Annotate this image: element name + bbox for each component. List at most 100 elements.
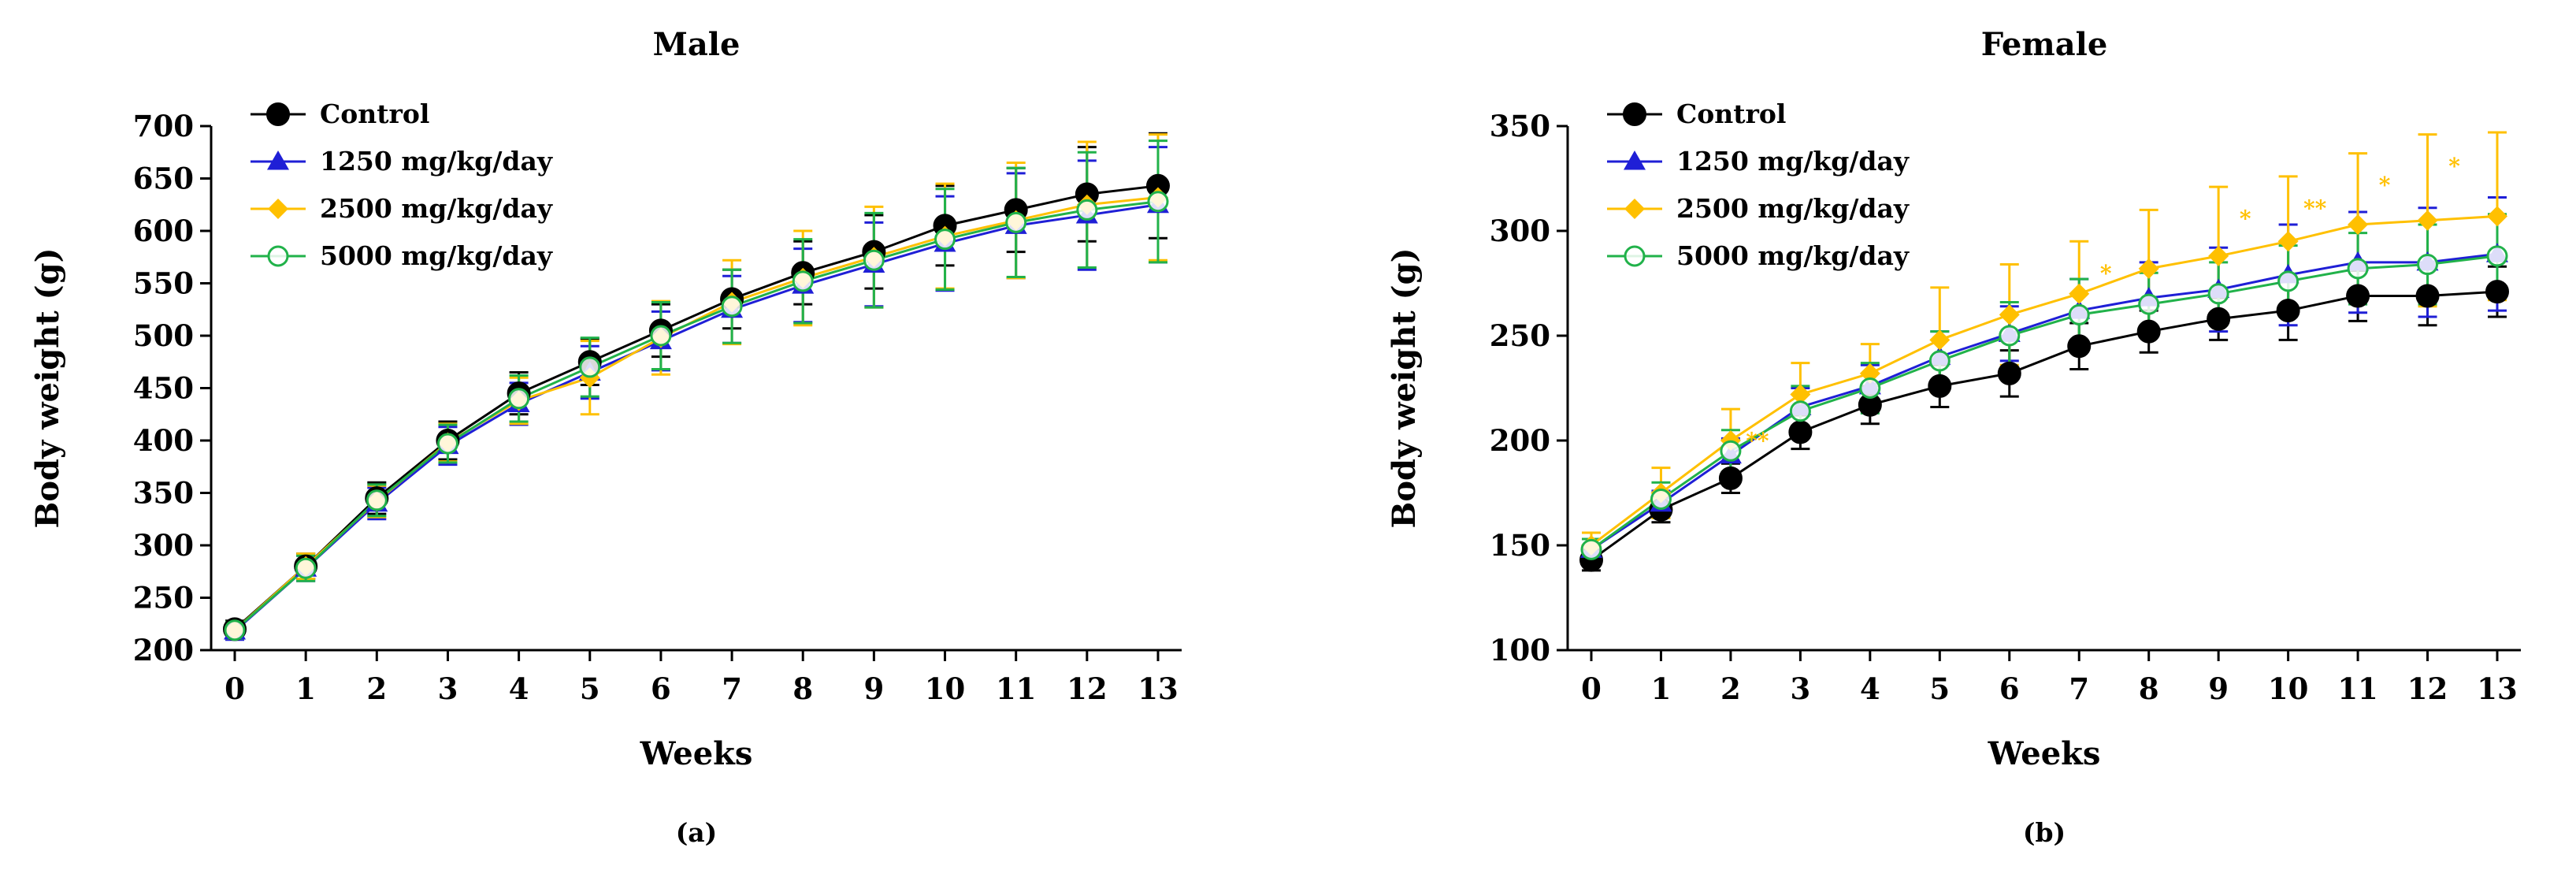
- data-point: [2138, 258, 2159, 279]
- x-tick-label: 11: [996, 671, 1037, 706]
- x-tick-label: 0: [225, 671, 245, 706]
- data-point: [1650, 488, 1672, 510]
- x-tick-label: 3: [1791, 671, 1811, 706]
- series-line-1: [234, 203, 1159, 633]
- data-point: [2067, 334, 2092, 359]
- y-tick-label: 500: [133, 318, 194, 353]
- data-point: [1928, 374, 1952, 398]
- y-tick-label: 350: [1490, 109, 1550, 143]
- significance-marker: *: [2448, 154, 2460, 180]
- data-point: [1928, 350, 1951, 372]
- y-tick-label: 600: [133, 214, 194, 248]
- data-point: [366, 489, 388, 511]
- y-tick-label: 700: [133, 109, 194, 143]
- x-tick-label: 5: [580, 671, 600, 706]
- significance-marker: **: [1746, 428, 1769, 454]
- data-point: [1859, 362, 1880, 384]
- x-tick-label: 13: [2477, 671, 2518, 706]
- panel-label: (b): [2023, 817, 2066, 848]
- data-point: [2208, 245, 2229, 266]
- x-tick-label: 6: [651, 671, 671, 706]
- series-errorbars-0: [1582, 265, 2507, 572]
- series-line-1: [1591, 252, 2498, 551]
- data-point: [2207, 283, 2229, 305]
- y-tick-label: 300: [1490, 214, 1550, 248]
- x-tick-label: 5: [1929, 671, 1950, 706]
- data-point: [2347, 258, 2369, 280]
- x-tick-label: 3: [438, 671, 458, 706]
- data-point: [2136, 319, 2161, 344]
- legend: Control 1250 mg/kg/day 2500 mg/kg/day 5000 …: [251, 99, 553, 271]
- data-point: [1005, 211, 1027, 233]
- significance-marker: **: [2303, 195, 2327, 221]
- significance-marker: *: [2379, 173, 2391, 199]
- data-point: [295, 557, 317, 579]
- x-tick-label: 4: [509, 671, 529, 706]
- y-tick-label: 450: [133, 371, 194, 406]
- series-line-3: [234, 200, 1159, 631]
- x-tick-label: 12: [1067, 671, 1108, 706]
- data-point: [2277, 270, 2299, 292]
- x-axis-label: Weeks: [1988, 735, 2101, 772]
- data-point: [1997, 361, 2021, 385]
- chart-title: Male: [653, 26, 741, 63]
- legend-label: Control: [320, 99, 429, 129]
- data-point: [1147, 191, 1169, 213]
- legend-label: 1250 mg/kg/day: [1676, 146, 1910, 177]
- x-tick-label: 7: [2069, 671, 2089, 706]
- data-point: [2277, 231, 2299, 252]
- legend-label: 2500 mg/kg/day: [320, 193, 553, 224]
- data-point: [1720, 440, 1742, 462]
- data-point: [1859, 377, 1881, 399]
- y-tick-label: 250: [133, 581, 194, 615]
- series-line-2: [1591, 214, 2498, 547]
- x-tick-label: 6: [1999, 671, 2020, 706]
- data-point: [2486, 245, 2508, 267]
- y-axis-label: Body weight (g): [29, 248, 66, 529]
- data-point: [2276, 299, 2300, 323]
- data-point: [1929, 329, 1951, 351]
- x-tick-label: 7: [722, 671, 742, 706]
- legend-marker: [266, 102, 290, 126]
- data-point: [224, 619, 246, 641]
- y-tick-label: 550: [133, 266, 194, 301]
- x-tick-label: 10: [2268, 671, 2309, 706]
- data-point: [1076, 199, 1098, 221]
- series-markers-3: [224, 191, 1169, 641]
- data-point: [1999, 325, 2021, 347]
- x-tick-label: 2: [1720, 671, 1741, 706]
- series-markers-3: [1580, 245, 2508, 560]
- y-tick-label: 250: [1490, 318, 1550, 353]
- data-point: [1789, 400, 1811, 422]
- x-axis-label: Weeks: [640, 735, 753, 772]
- legend-marker: [1624, 199, 1645, 219]
- x-tick-label: 8: [792, 671, 813, 706]
- legend-marker: [1624, 245, 1646, 267]
- data-point: [1718, 466, 1743, 490]
- chart-title: Female: [1981, 26, 2108, 63]
- legend-label: 2500 mg/kg/day: [1676, 193, 1910, 224]
- y-tick-label: 300: [133, 528, 194, 563]
- legend-marker: [1624, 151, 1646, 170]
- data-point: [2207, 307, 2231, 331]
- legend-label: 1250 mg/kg/day: [320, 146, 553, 177]
- y-tick-label: 650: [133, 162, 194, 196]
- legend-marker: [267, 245, 289, 267]
- legend-label: Control: [1676, 99, 1786, 129]
- legend-marker: [1623, 102, 1646, 126]
- series-markers-1: [1580, 243, 2508, 558]
- legend: Control 1250 mg/kg/day 2500 mg/kg/day 5000 …: [1607, 99, 1910, 271]
- x-tick-label: 10: [925, 671, 966, 706]
- x-tick-label: 9: [864, 671, 885, 706]
- data-point: [2417, 254, 2439, 276]
- data-point: [579, 356, 601, 378]
- data-point: [2417, 210, 2438, 231]
- data-point: [863, 249, 885, 271]
- legend-label: 5000 mg/kg/day: [1676, 240, 1910, 271]
- x-tick-label: 0: [1581, 671, 1602, 706]
- x-tick-label: 8: [2139, 671, 2159, 706]
- y-tick-label: 200: [133, 633, 194, 667]
